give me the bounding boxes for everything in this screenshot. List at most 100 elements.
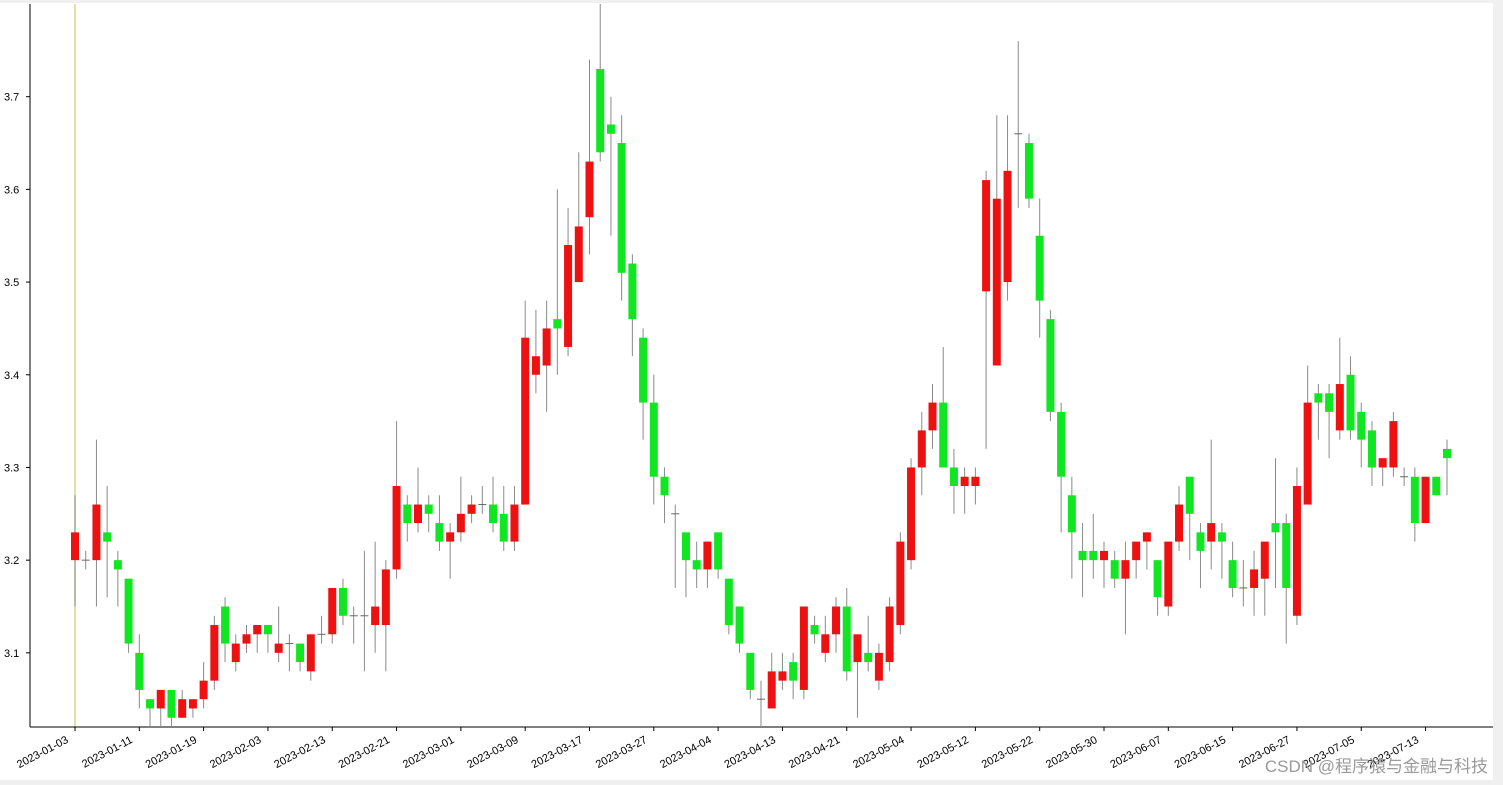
candle-body xyxy=(435,523,444,542)
candle-body xyxy=(692,560,701,570)
candle-body xyxy=(799,606,808,690)
candle-body xyxy=(371,606,380,626)
candle-body xyxy=(553,319,562,329)
y-tick-label: 3.2 xyxy=(4,555,19,567)
candle-body xyxy=(1132,541,1141,561)
candle-body xyxy=(1260,541,1269,579)
candle-body xyxy=(1303,402,1312,505)
candle-body xyxy=(735,606,744,644)
candle-body xyxy=(1421,476,1430,524)
candle-body xyxy=(949,467,958,486)
candle-body xyxy=(832,606,841,635)
candle-body xyxy=(1046,319,1055,412)
candle-body xyxy=(92,504,101,561)
candle-body xyxy=(853,634,862,663)
candle-body xyxy=(939,402,948,468)
candle-body xyxy=(907,467,916,561)
candle-body xyxy=(1089,550,1098,561)
candle-body xyxy=(896,541,905,626)
candle-body xyxy=(1335,384,1344,431)
candle-body xyxy=(296,643,305,663)
candle-body xyxy=(917,430,926,468)
candle-body xyxy=(1207,523,1216,542)
candle-body xyxy=(874,652,883,681)
candle-body xyxy=(1367,430,1376,468)
candle-body xyxy=(456,513,465,533)
candle-body xyxy=(821,634,830,653)
candle-body xyxy=(885,606,894,663)
candle-body xyxy=(414,504,422,524)
candle-body xyxy=(1185,476,1194,514)
candle-body xyxy=(564,245,573,347)
candle-body xyxy=(1432,476,1441,496)
candle-body xyxy=(210,625,219,681)
candle-body xyxy=(1292,486,1301,616)
candle-body xyxy=(1228,560,1237,588)
candle-body xyxy=(510,504,519,542)
candle-body xyxy=(306,634,315,672)
candle-body xyxy=(489,504,498,524)
candle-body xyxy=(971,476,980,486)
candle-body xyxy=(1035,235,1044,301)
candle-body xyxy=(146,699,155,709)
candle-body xyxy=(338,587,347,616)
candle-body xyxy=(221,606,230,644)
candle-body xyxy=(71,532,79,561)
candle-body xyxy=(1217,532,1226,542)
candle-body xyxy=(531,356,540,375)
candle-body xyxy=(585,161,594,218)
candle-body xyxy=(381,569,390,626)
candle-body xyxy=(199,680,208,700)
candle-body xyxy=(1410,476,1419,524)
candle-body xyxy=(1121,560,1130,579)
candle-body xyxy=(135,652,144,690)
candle-body xyxy=(242,634,251,644)
y-tick-label: 3.7 xyxy=(4,92,19,104)
candle-body xyxy=(1443,448,1451,459)
plot-background xyxy=(0,3,1493,780)
candle-body xyxy=(1078,550,1087,561)
candle-body xyxy=(1003,170,1012,283)
candle-body xyxy=(1250,569,1259,588)
candle-body xyxy=(649,402,658,477)
candle-body xyxy=(467,504,476,514)
y-tick-label: 3.4 xyxy=(4,370,19,382)
candle-body xyxy=(596,68,605,153)
candle-body xyxy=(1357,411,1366,440)
candle-body xyxy=(1282,523,1291,588)
candle-body xyxy=(403,504,412,524)
candle-body xyxy=(521,337,530,505)
candle-body xyxy=(113,560,122,570)
candle-body xyxy=(167,689,176,718)
candle-body xyxy=(810,625,819,635)
candle-body xyxy=(660,476,669,496)
candle-body xyxy=(1271,523,1280,533)
candle-body xyxy=(542,328,551,366)
candle-body xyxy=(178,699,187,718)
candle-body xyxy=(1057,411,1066,477)
candle-body xyxy=(778,671,787,681)
candle-body xyxy=(1067,495,1076,533)
candle-body xyxy=(628,263,637,320)
candle-body xyxy=(1024,143,1033,199)
candle-body xyxy=(1378,458,1387,468)
candle-body xyxy=(746,652,755,690)
candle-body xyxy=(424,504,433,514)
candle-body xyxy=(103,532,112,542)
candle-body xyxy=(1314,393,1323,403)
candle-body xyxy=(724,578,733,626)
candle-body xyxy=(1153,560,1162,598)
candle-body xyxy=(703,541,712,570)
candle-body xyxy=(992,198,1001,366)
candle-body xyxy=(328,587,337,635)
candle-body xyxy=(606,124,615,134)
candle-body xyxy=(767,671,776,709)
candle-body xyxy=(928,402,937,431)
candle-body xyxy=(1325,393,1334,412)
candle-body xyxy=(188,699,197,709)
candle-body xyxy=(274,643,283,653)
watermark: CSDN @程序猿与金融与科技 xyxy=(1265,757,1488,776)
candle-body xyxy=(864,652,873,663)
candle-body xyxy=(1110,560,1119,579)
